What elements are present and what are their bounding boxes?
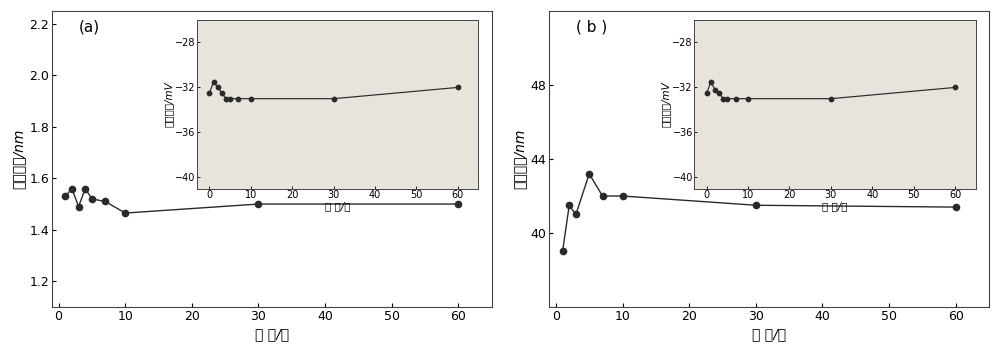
X-axis label: 时 间/天: 时 间/天 [752, 327, 786, 341]
Y-axis label: 平均粒径/nm: 平均粒径/nm [11, 129, 25, 189]
Text: (a): (a) [78, 20, 99, 35]
Y-axis label: 平均粒径/nm: 平均粒径/nm [512, 129, 526, 189]
X-axis label: 时 间/天: 时 间/天 [255, 327, 289, 341]
Text: ( b ): ( b ) [576, 20, 607, 35]
